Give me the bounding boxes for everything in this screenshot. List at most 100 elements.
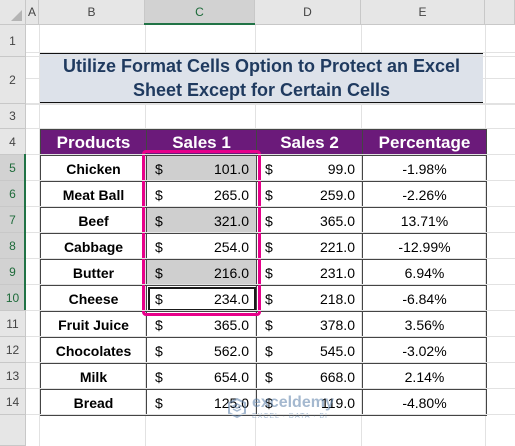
currency-symbol: $ [155,264,163,281]
percentage-cell[interactable]: 3.56% [362,311,487,338]
currency-symbol: $ [265,160,273,177]
currency-symbol: $ [155,238,163,255]
product-cell[interactable]: Fruit Juice [40,311,147,338]
column-header-f[interactable] [485,0,515,25]
currency-symbol: $ [155,160,163,177]
product-cell[interactable]: Cheese [40,285,147,312]
sheet-title-box: Utilize Format Cells Option to Protect a… [40,53,483,103]
row-header-5[interactable]: 5 [0,155,26,181]
sales-2-cell[interactable]: $668.0 [256,363,363,390]
amount-value: 365.0 [213,316,249,333]
percentage-cell[interactable]: 13.71% [362,207,487,234]
currency-symbol: $ [265,368,273,385]
sales-2-cell[interactable]: $218.0 [256,285,363,312]
row-selection-indicator [24,154,26,310]
amount-value: 221.0 [319,238,355,255]
amount-value: 378.0 [319,316,355,333]
row-header-11[interactable]: 11 [0,311,26,337]
product-cell[interactable]: Chicken [40,155,147,182]
sales-1-cell[interactable]: $562.0 [146,337,257,364]
product-cell[interactable]: Chocolates [40,337,147,364]
currency-symbol: $ [265,212,273,229]
currency-symbol: $ [155,368,163,385]
table-row: Cabbage $254.0 $221.0 -12.99% [40,233,487,260]
table-row: Chicken $101.0 $99.0 -1.98% [40,155,487,182]
amount-value: 259.0 [319,186,355,203]
row-header-1[interactable]: 1 [0,25,26,57]
product-cell[interactable]: Butter [40,259,147,286]
row-header-3[interactable]: 3 [0,104,26,129]
sales-2-cell[interactable]: $545.0 [256,337,363,364]
sales-2-cell[interactable]: $221.0 [256,233,363,260]
row-header-13[interactable]: 13 [0,363,26,389]
amount-value: 234.0 [213,290,249,307]
percentage-cell[interactable]: -1.98% [362,155,487,182]
column-header-d[interactable]: D [255,0,361,25]
row-header-10[interactable]: 10 [0,285,26,311]
table-row: Chocolates $562.0 $545.0 -3.02% [40,337,487,364]
currency-symbol: $ [265,316,273,333]
header-percentage[interactable]: Percentage [362,129,487,156]
product-cell[interactable]: Bread [40,389,147,416]
sales-1-cell[interactable]: $365.0 [146,311,257,338]
currency-symbol: $ [155,290,163,307]
row-header-15[interactable] [0,415,26,446]
percentage-cell[interactable]: 6.94% [362,259,487,286]
header-sales-2[interactable]: Sales 2 [256,129,363,156]
table-row: Bread $125.0 $119.0 -4.80% [40,389,487,416]
sales-1-cell[interactable]: $101.0 [146,155,257,182]
currency-symbol: $ [155,342,163,359]
currency-symbol: $ [155,186,163,203]
column-header-c[interactable]: C [145,0,255,25]
amount-value: 654.0 [213,368,249,385]
product-cell[interactable]: Meat Ball [40,181,147,208]
sales-1-cell[interactable]: $125.0 [146,389,257,416]
row-header-6[interactable]: 6 [0,181,26,207]
column-header-b[interactable]: B [39,0,145,25]
row-header-8[interactable]: 8 [0,233,26,259]
header-sales-1[interactable]: Sales 1 [146,129,257,156]
sales-1-cell[interactable]: $321.0 [146,207,257,234]
column-header-a[interactable]: A [26,0,39,25]
currency-symbol: $ [265,342,273,359]
sales-2-cell[interactable]: $259.0 [256,181,363,208]
product-cell[interactable]: Milk [40,363,147,390]
table-row: Meat Ball $265.0 $259.0 -2.26% [40,181,487,208]
sales-1-cell[interactable]: $654.0 [146,363,257,390]
sales-2-cell[interactable]: $365.0 [256,207,363,234]
percentage-cell[interactable]: -4.80% [362,389,487,416]
amount-value: 321.0 [213,212,249,229]
sales-2-cell[interactable]: $231.0 [256,259,363,286]
row-header-9[interactable]: 9 [0,259,26,285]
currency-symbol: $ [265,290,273,307]
row-header-4[interactable]: 4 [0,129,26,155]
table-row: Beef $321.0 $365.0 13.71% [40,207,487,234]
percentage-cell[interactable]: -3.02% [362,337,487,364]
select-all-corner[interactable] [0,0,26,25]
percentage-cell[interactable]: -2.26% [362,181,487,208]
sales-1-cell[interactable]: $234.0 [146,285,257,312]
currency-symbol: $ [155,316,163,333]
sales-1-cell[interactable]: $216.0 [146,259,257,286]
sales-1-cell[interactable]: $254.0 [146,233,257,260]
row-header-2[interactable]: 2 [0,57,26,104]
row-header-12[interactable]: 12 [0,337,26,363]
product-cell[interactable]: Beef [40,207,147,234]
amount-value: 218.0 [319,290,355,307]
row-header-7[interactable]: 7 [0,207,26,233]
percentage-cell[interactable]: -6.84% [362,285,487,312]
sales-2-cell[interactable]: $378.0 [256,311,363,338]
header-products[interactable]: Products [40,129,147,156]
currency-symbol: $ [265,186,273,203]
sales-2-cell[interactable]: $99.0 [256,155,363,182]
percentage-cell[interactable]: -12.99% [362,233,487,260]
percentage-cell[interactable]: 2.14% [362,363,487,390]
currency-symbol: $ [265,238,273,255]
currency-symbol: $ [265,394,273,411]
sales-1-cell[interactable]: $265.0 [146,181,257,208]
table-row: Fruit Juice $365.0 $378.0 3.56% [40,311,487,338]
sales-2-cell[interactable]: $119.0 [256,389,363,416]
row-header-14[interactable]: 14 [0,389,26,415]
column-header-e[interactable]: E [361,0,485,25]
product-cell[interactable]: Cabbage [40,233,147,260]
